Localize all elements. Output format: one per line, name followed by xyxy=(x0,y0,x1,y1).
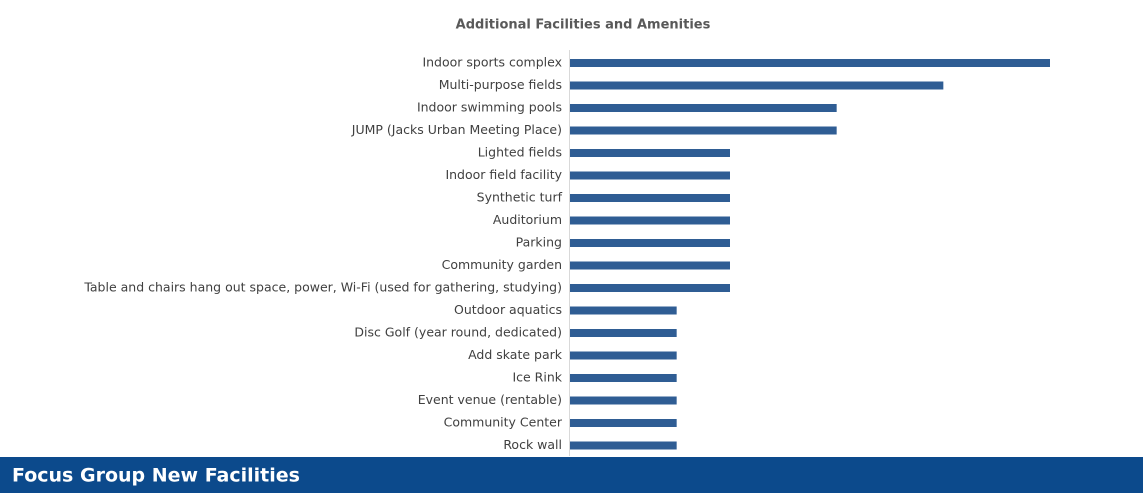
bar xyxy=(570,351,677,360)
bar xyxy=(570,261,730,270)
bar xyxy=(570,126,837,135)
bar xyxy=(570,329,677,337)
y-tick-label: Table and chairs hang out space, power, … xyxy=(83,280,562,295)
y-tick-label: Rock wall xyxy=(503,437,562,452)
y-tick-label: Indoor field facility xyxy=(445,167,562,182)
bar xyxy=(570,59,1050,67)
y-tick-label: Event venue (rentable) xyxy=(418,392,562,407)
bar xyxy=(570,239,730,247)
bar xyxy=(570,396,677,405)
bar xyxy=(570,441,677,450)
bar xyxy=(570,306,677,315)
y-tick-label: Parking xyxy=(516,235,562,250)
bar xyxy=(570,374,677,382)
y-tick-label: Outdoor aquatics xyxy=(454,302,562,317)
y-tick-label: Auditorium xyxy=(493,212,562,227)
y-tick-label: Indoor swimming pools xyxy=(417,100,562,115)
bar xyxy=(570,81,944,90)
y-tick-label: Lighted fields xyxy=(478,145,562,160)
y-tick-label: Community garden xyxy=(442,257,562,272)
y-tick-label: Community Center xyxy=(444,415,563,430)
bar xyxy=(570,171,730,180)
y-tick-label: Synthetic turf xyxy=(477,190,563,205)
bar xyxy=(570,194,730,202)
footer-title: Focus Group New Facilities xyxy=(12,465,300,487)
y-tick-label: Multi-purpose fields xyxy=(439,77,562,92)
bar xyxy=(570,149,730,157)
bar xyxy=(570,104,837,112)
footer-banner xyxy=(0,457,1143,493)
bar xyxy=(570,419,677,427)
y-tick-label: Ice Rink xyxy=(512,370,562,385)
y-tick-label: JUMP (Jacks Urban Meeting Place) xyxy=(351,122,562,137)
y-tick-label: Disc Golf (year round, dedicated) xyxy=(354,325,562,340)
y-tick-label: Add skate park xyxy=(468,347,563,362)
y-tick-label: Indoor sports complex xyxy=(422,55,562,70)
bar xyxy=(570,216,730,225)
chart-title: Additional Facilities and Amenities xyxy=(456,18,711,33)
bar xyxy=(570,284,730,292)
